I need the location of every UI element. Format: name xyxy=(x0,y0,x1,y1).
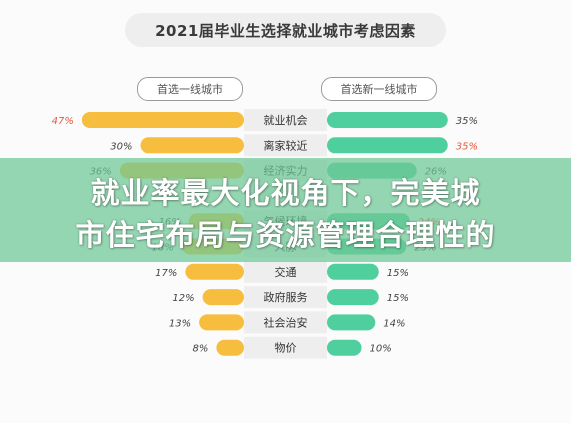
left-bar xyxy=(216,339,244,356)
right-bar xyxy=(327,289,379,306)
left-bar xyxy=(81,112,244,128)
category-label: 就业机会 xyxy=(264,113,308,127)
category-label: 离家较近 xyxy=(264,138,308,152)
category-label-box xyxy=(244,109,327,131)
right-bar xyxy=(327,314,376,331)
category-label: 交通 xyxy=(275,265,297,279)
category-label-box xyxy=(244,336,327,359)
left-bar xyxy=(140,137,244,154)
right-bar xyxy=(327,263,379,280)
left-bar xyxy=(202,289,244,306)
right-bar xyxy=(327,137,448,154)
category-label: 政府服务 xyxy=(264,290,308,304)
overlay-text-line-2: 市住宅布局与资源管理合理性的 xyxy=(75,218,496,252)
category-label-box xyxy=(244,311,327,334)
category-label-box xyxy=(244,134,327,157)
right-bar xyxy=(327,339,362,356)
right-value-label: 14% xyxy=(383,318,405,329)
right-bar xyxy=(327,112,448,128)
overlay-text-line-1: 就业率最大化视角下，完美城 xyxy=(90,176,481,210)
right-value-label: 10% xyxy=(370,344,392,355)
left-series-header: 首选一线城市 xyxy=(137,77,243,101)
left-value-label: 30% xyxy=(110,141,132,152)
left-bar xyxy=(185,263,244,280)
left-bar xyxy=(199,314,244,331)
chart-title: 2021届毕业生选择就业城市考虑因素 xyxy=(125,13,446,47)
right-value-label: 35% xyxy=(456,116,478,127)
right-value-label: 15% xyxy=(387,268,409,279)
category-label-box xyxy=(244,260,327,283)
right-series-header: 首选新一线城市 xyxy=(321,77,437,101)
left-value-label: 8% xyxy=(193,344,209,355)
right-value-label: 35% xyxy=(456,141,478,152)
right-value-label: 15% xyxy=(387,293,409,304)
left-value-label: 47% xyxy=(52,116,74,127)
category-label: 物价 xyxy=(275,341,297,355)
overlay-banner xyxy=(0,158,571,262)
left-value-label: 12% xyxy=(172,293,194,304)
left-value-label: 17% xyxy=(155,268,177,279)
category-label-box xyxy=(244,286,327,309)
left-value-label: 13% xyxy=(169,318,191,329)
category-label: 社会治安 xyxy=(264,315,308,329)
